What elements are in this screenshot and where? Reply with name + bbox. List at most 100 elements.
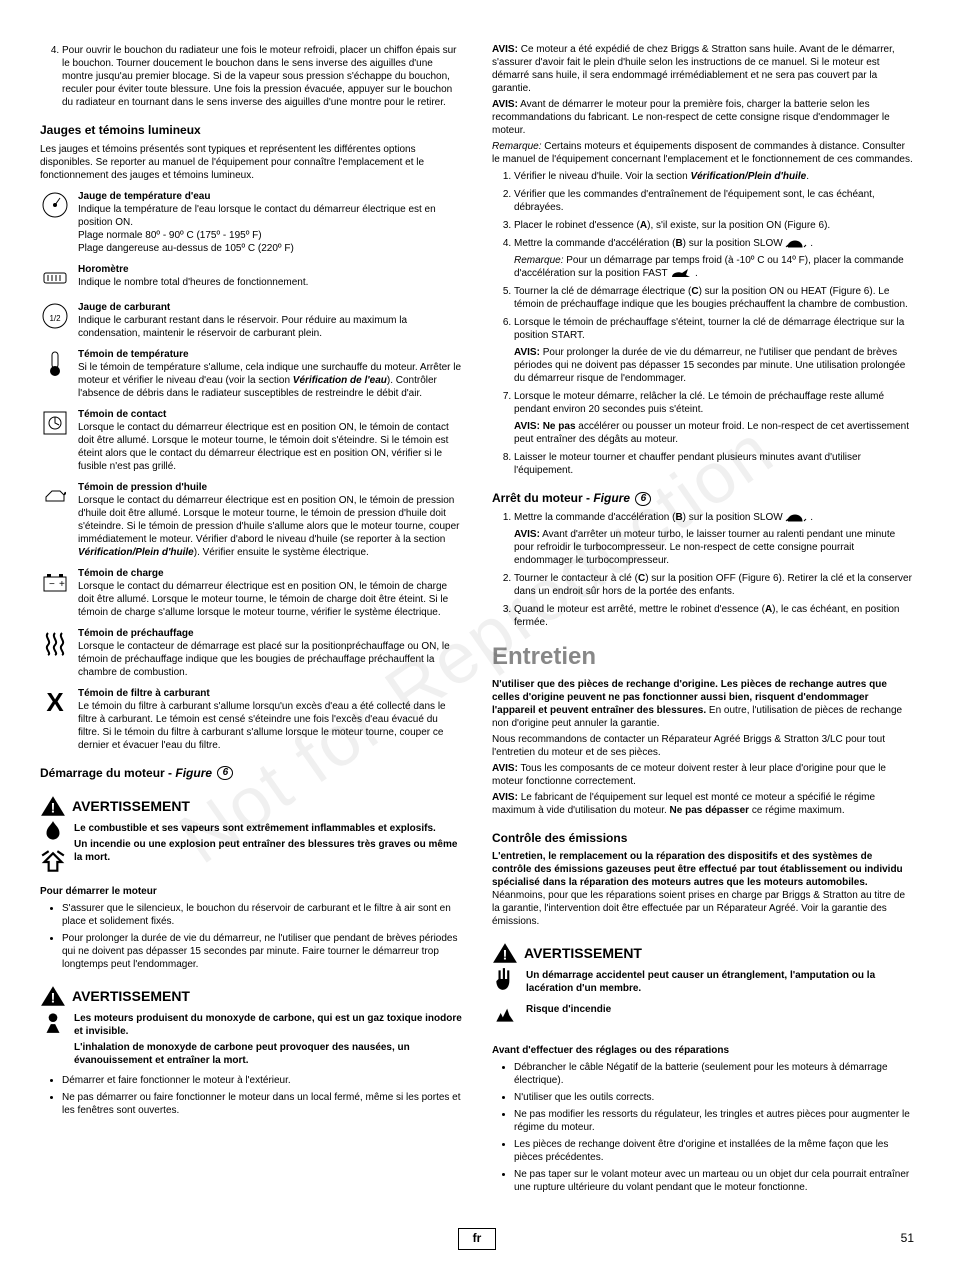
gauge-body: Indique la température de l'eau lorsque …	[78, 204, 436, 254]
svg-text:X: X	[46, 687, 64, 717]
step6: Lorsque le témoin de préchauffage s'étei…	[514, 316, 914, 385]
left-column: Pour ouvrir le bouchon du radiateur une …	[40, 40, 462, 1198]
list-item: Ne pas modifier les ressorts du régulate…	[514, 1108, 914, 1134]
gauge-item: Témoin de température Si le témoin de tem…	[40, 348, 462, 400]
gauge-body: Indique le nombre total d'heures de fonc…	[78, 277, 308, 288]
stop-engine-heading: Arrêt du moteur - Figure 6	[492, 491, 914, 507]
remark-remote: Remarque: Certains moteurs et équipement…	[492, 140, 914, 166]
gauges-list: Jauge de température d'eau Indique la tem…	[40, 190, 462, 752]
gauge-body: Lorsque le contacteur de démarrage est p…	[78, 641, 450, 678]
svg-text:!: !	[51, 990, 56, 1006]
start-bullets: S'assurer que le silencieux, le bouchon …	[40, 902, 462, 971]
oil-light-icon	[40, 481, 70, 511]
charge-light-icon: −+	[40, 567, 70, 597]
step5: Tourner la clé de démarrage électrique (…	[514, 285, 914, 311]
gauge-body: Le témoin du filtre à carburant s'allume…	[78, 701, 446, 751]
maint-avis1: AVIS: Tous les composants de ce moteur d…	[492, 762, 914, 788]
language-badge: fr	[458, 1228, 497, 1250]
turtle-icon	[785, 237, 807, 249]
warning-word: AVERTISSEMENT	[72, 987, 190, 1005]
stop-step1: Mettre la commande d'accélération (B) su…	[514, 511, 914, 567]
flame-icon	[40, 819, 66, 879]
hand-icon	[492, 966, 518, 998]
gauge-title: Jauge de température d'eau	[78, 191, 210, 202]
start-steps: Vérifier le niveau d'huile. Voir la sect…	[492, 170, 914, 477]
page-root: Not for Reproduction Pour ouvrir le bouc…	[40, 40, 914, 1250]
figure-number: 6	[635, 492, 651, 506]
gauge-item: Jauge de température d'eau Indique la tem…	[40, 190, 462, 255]
gauge-item: Témoin de contact Lorsque le contact du d…	[40, 408, 462, 473]
radiator-step4: Pour ouvrir le bouchon du radiateur une …	[62, 44, 462, 109]
avis-no-oil: AVIS: Ce moteur a été expédié de chez Br…	[492, 43, 914, 95]
warn3-line2: Risque d'incendie	[526, 1003, 914, 1016]
step7: Lorsque le moteur démarre, relâcher la c…	[514, 390, 914, 446]
maint-p2: Nous recommandons de contacter un Répara…	[492, 733, 914, 759]
step8: Laisser le moteur tourner et chauffer pe…	[514, 451, 914, 477]
gauge-item: X Témoin de filtre à carburant Le témoin d…	[40, 687, 462, 752]
gauge-title: Témoin de filtre à carburant	[78, 688, 210, 699]
gauge-title: Horomètre	[78, 264, 129, 275]
maint-p1: N'utiliser que des pièces de rechange d'…	[492, 678, 914, 730]
maintenance-heading: Entretien	[492, 641, 914, 672]
gauge-body: Lorsque le contact du démarreur électriq…	[78, 581, 448, 618]
rabbit-icon	[670, 267, 692, 279]
list-item: Pour prolonger la durée de vie du démarr…	[62, 932, 462, 971]
maint-avis2: AVIS: Le fabricant de l'équipement sur l…	[492, 791, 914, 817]
list-item: Démarrer et faire fonctionner le moteur …	[62, 1074, 462, 1087]
page-footer: fr 51	[40, 1228, 914, 1250]
list-item: Les pièces de rechange doivent être d'or…	[514, 1138, 914, 1164]
list-item: S'assurer que le silencieux, le bouchon …	[62, 902, 462, 928]
gauge-title: Témoin de charge	[78, 568, 164, 579]
step4: Mettre la commande d'accélération (B) su…	[514, 237, 914, 280]
emissions-text: L'entretien, le remplacement ou la répar…	[492, 850, 914, 928]
step2: Vérifier que les commandes d'entraînemen…	[514, 188, 914, 214]
gauge-title: Témoin de préchauffage	[78, 628, 194, 639]
gauge-item: Témoin de préchauffage Lorsque le contact…	[40, 627, 462, 679]
svg-text:−: −	[49, 579, 55, 590]
turtle-icon	[785, 511, 807, 523]
warning-triangle-icon: !	[40, 795, 66, 817]
gauge-title: Témoin de pression d'huile	[78, 482, 207, 493]
right-column: AVIS: Ce moteur a été expédié de chez Br…	[492, 40, 914, 1198]
gauge-body: Lorsque le contact du démarreur électriq…	[78, 495, 460, 558]
radiator-step4-list: Pour ouvrir le bouchon du radiateur une …	[40, 44, 462, 109]
step1: Vérifier le niveau d'huile. Voir la sect…	[514, 170, 914, 183]
stop-steps: Mettre la commande d'accélération (B) su…	[492, 511, 914, 629]
avis-battery: AVIS: Avant de démarrer le moteur pour l…	[492, 98, 914, 137]
stop-step3: Quand le moteur est arrêté, mettre le ro…	[514, 603, 914, 629]
svg-text:!: !	[503, 947, 508, 963]
svg-text:+: +	[59, 579, 65, 590]
stop-step2: Tourner le contacteur à clé (C) sur la p…	[514, 572, 914, 598]
gauge-body: Indique le carburant restant dans le rés…	[78, 315, 407, 339]
warning-word: AVERTISSEMENT	[524, 944, 642, 962]
gauges-intro: Les jauges et témoins présentés sont typ…	[40, 143, 462, 182]
contact-light-icon	[40, 408, 70, 438]
figure-number: 6	[217, 766, 233, 780]
step3: Placer le robinet d'essence (A), s'il ex…	[514, 219, 914, 232]
start-subheading: Pour démarrer le moteur	[40, 885, 462, 898]
fire-icon	[492, 1000, 518, 1030]
gauge-body: Si le témoin de température s'allume, ce…	[78, 362, 461, 399]
warning-triangle-icon: !	[40, 985, 66, 1007]
list-item: Ne pas démarrer ou faire fonctionner le …	[62, 1091, 462, 1117]
list-item: Ne pas taper sur le volant moteur avec u…	[514, 1168, 914, 1194]
before-heading: Avant d'effectuer des réglages ou des ré…	[492, 1044, 914, 1057]
page-number: 51	[901, 1231, 914, 1247]
svg-text:1/2: 1/2	[49, 314, 61, 323]
warning-fuel: ! AVERTISSEMENT Le combustible et ses va…	[40, 795, 462, 879]
gauge-body: Lorsque le contact du démarreur électriq…	[78, 422, 449, 472]
preheat-icon	[40, 627, 70, 657]
start-engine-heading: Démarrage du moteur - Figure 6	[40, 766, 462, 782]
two-column-layout: Pour ouvrir le bouchon du radiateur une …	[40, 40, 914, 1198]
svg-text:!: !	[51, 800, 56, 816]
gauge-title: Témoin de température	[78, 349, 189, 360]
warning-word: AVERTISSEMENT	[72, 797, 190, 815]
warn2-line1: Les moteurs produisent du monoxyde de ca…	[74, 1012, 462, 1038]
temp-light-icon	[40, 348, 70, 378]
hourmeter-icon	[40, 263, 70, 293]
warn2-line2: L'inhalation de monoxyde de carbone peut…	[74, 1041, 462, 1067]
gauge-title: Témoin de contact	[78, 409, 166, 420]
warning-accidental-start: ! AVERTISSEMENT Un démarrage accidentel …	[492, 942, 914, 1030]
gauge-item: 1/2Jauge de carburantIndique le carburan…	[40, 301, 462, 340]
gauges-heading: Jauges et témoins lumineux	[40, 123, 462, 139]
